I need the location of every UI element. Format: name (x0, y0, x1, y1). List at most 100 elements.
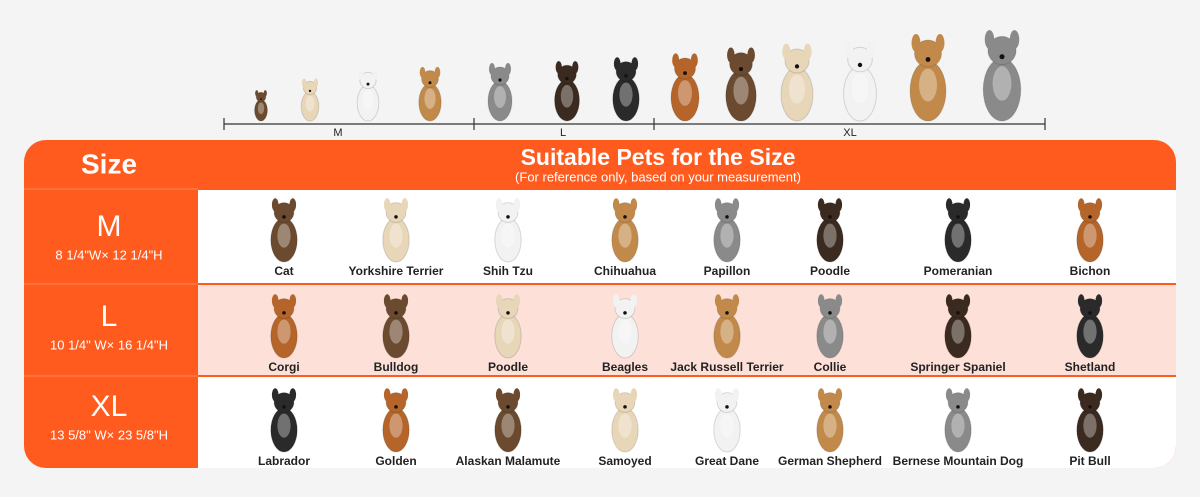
pet-image (254, 90, 268, 122)
row-bg (198, 377, 1176, 468)
scale-label: M (333, 127, 342, 139)
pet-ear (630, 388, 638, 402)
pet-head (385, 202, 407, 223)
pet-ear (835, 198, 843, 212)
pet-ear (631, 57, 639, 71)
pet-chest (951, 319, 965, 344)
pet-ear (401, 294, 409, 308)
pet-image (300, 78, 320, 122)
pet-image (554, 61, 580, 122)
pet-chest (1083, 413, 1097, 438)
pet-name: Papillon (704, 264, 751, 278)
pet-chest (277, 223, 291, 248)
pet-ear (714, 198, 722, 212)
pet-head (914, 39, 942, 68)
pet-name: Pomeranian (924, 264, 993, 278)
pet-ear (271, 294, 279, 308)
pet-chest (389, 223, 403, 248)
pet-name: Bichon (1070, 264, 1111, 278)
row-dimensions: 13 5/8" W× 23 5/8"H (50, 427, 168, 442)
pet-chest (389, 413, 403, 438)
pet-ear (289, 388, 297, 402)
pet-ear (555, 61, 562, 74)
pet-ear (911, 34, 921, 52)
pet-image (944, 198, 972, 263)
pet-ear (817, 388, 825, 402)
pet-image (418, 66, 442, 122)
pet-chest (720, 319, 734, 344)
pet-chest (618, 413, 632, 438)
pet-image (270, 388, 298, 453)
pet-image (270, 294, 298, 359)
pet-nose (925, 57, 931, 62)
pet-ear (271, 198, 279, 212)
pet-head (729, 52, 753, 76)
pet-nose (794, 64, 800, 69)
pet-head (614, 392, 636, 413)
pet-head (987, 35, 1017, 66)
pet-image (494, 388, 522, 453)
pet-nose (506, 405, 510, 409)
pet-head (302, 80, 318, 96)
pet-ear (945, 294, 953, 308)
pet-nose (725, 405, 729, 409)
header-size: Size (81, 148, 137, 179)
header-title: Suitable Pets for the Size (521, 144, 796, 170)
pet-ear (732, 198, 740, 212)
pet-ear (935, 34, 945, 52)
pet-head (1079, 392, 1101, 413)
pet-name: Shetland (1065, 360, 1116, 374)
pet-ear (732, 294, 740, 308)
pet-image (780, 43, 814, 122)
pet-nose (282, 215, 286, 219)
pet-ear (613, 57, 621, 71)
pet-chest (951, 413, 965, 438)
table (24, 140, 1176, 468)
pet-ear (612, 294, 620, 308)
pet-image (982, 30, 1022, 122)
pet-name: Poodle (488, 360, 528, 374)
row-size: M (97, 210, 122, 243)
pet-nose (623, 311, 627, 315)
pet-chest (619, 82, 633, 107)
pet-nose (857, 62, 863, 68)
pet-nose (738, 67, 744, 72)
pet-name: Alaskan Malamute (456, 454, 561, 468)
pet-head (273, 202, 295, 223)
pet-head (1079, 202, 1101, 223)
row-dimensions: 10 1/4" W× 16 1/4"H (50, 337, 168, 352)
scale-label: XL (843, 127, 856, 139)
pet-chest (494, 86, 506, 108)
pet-head (421, 70, 439, 88)
pet-nose (498, 78, 502, 82)
pet-chest (618, 319, 632, 344)
pet-name: Yorkshire Terrier (349, 264, 444, 278)
pet-ear (1077, 198, 1085, 212)
pet-ear (401, 388, 409, 402)
pet-image (816, 294, 844, 359)
pet-name: Great Dane (695, 454, 759, 468)
pet-ear (434, 66, 441, 79)
pet-ear (513, 388, 521, 402)
pet-chest (992, 66, 1012, 101)
pet-chest (823, 413, 837, 438)
pet-ear (835, 388, 843, 402)
pet-image (713, 294, 741, 359)
pet-ear (505, 63, 511, 75)
pet-image (611, 388, 639, 453)
pet-ear (630, 198, 638, 212)
pet-nose (828, 311, 832, 315)
pet-ear (835, 294, 843, 308)
pet-head (615, 61, 637, 82)
pet-nose (506, 311, 510, 315)
pet-head (947, 298, 969, 319)
pet-ear (984, 30, 995, 49)
pet-ear (513, 294, 521, 308)
pet-ear (747, 47, 755, 63)
pet-ear (803, 43, 812, 60)
pet-chest (789, 74, 805, 104)
scale-label: L (560, 127, 566, 139)
header-subtitle: (For reference only, based on your measu… (515, 169, 801, 184)
pet-head (947, 202, 969, 223)
pet-head (819, 392, 841, 413)
